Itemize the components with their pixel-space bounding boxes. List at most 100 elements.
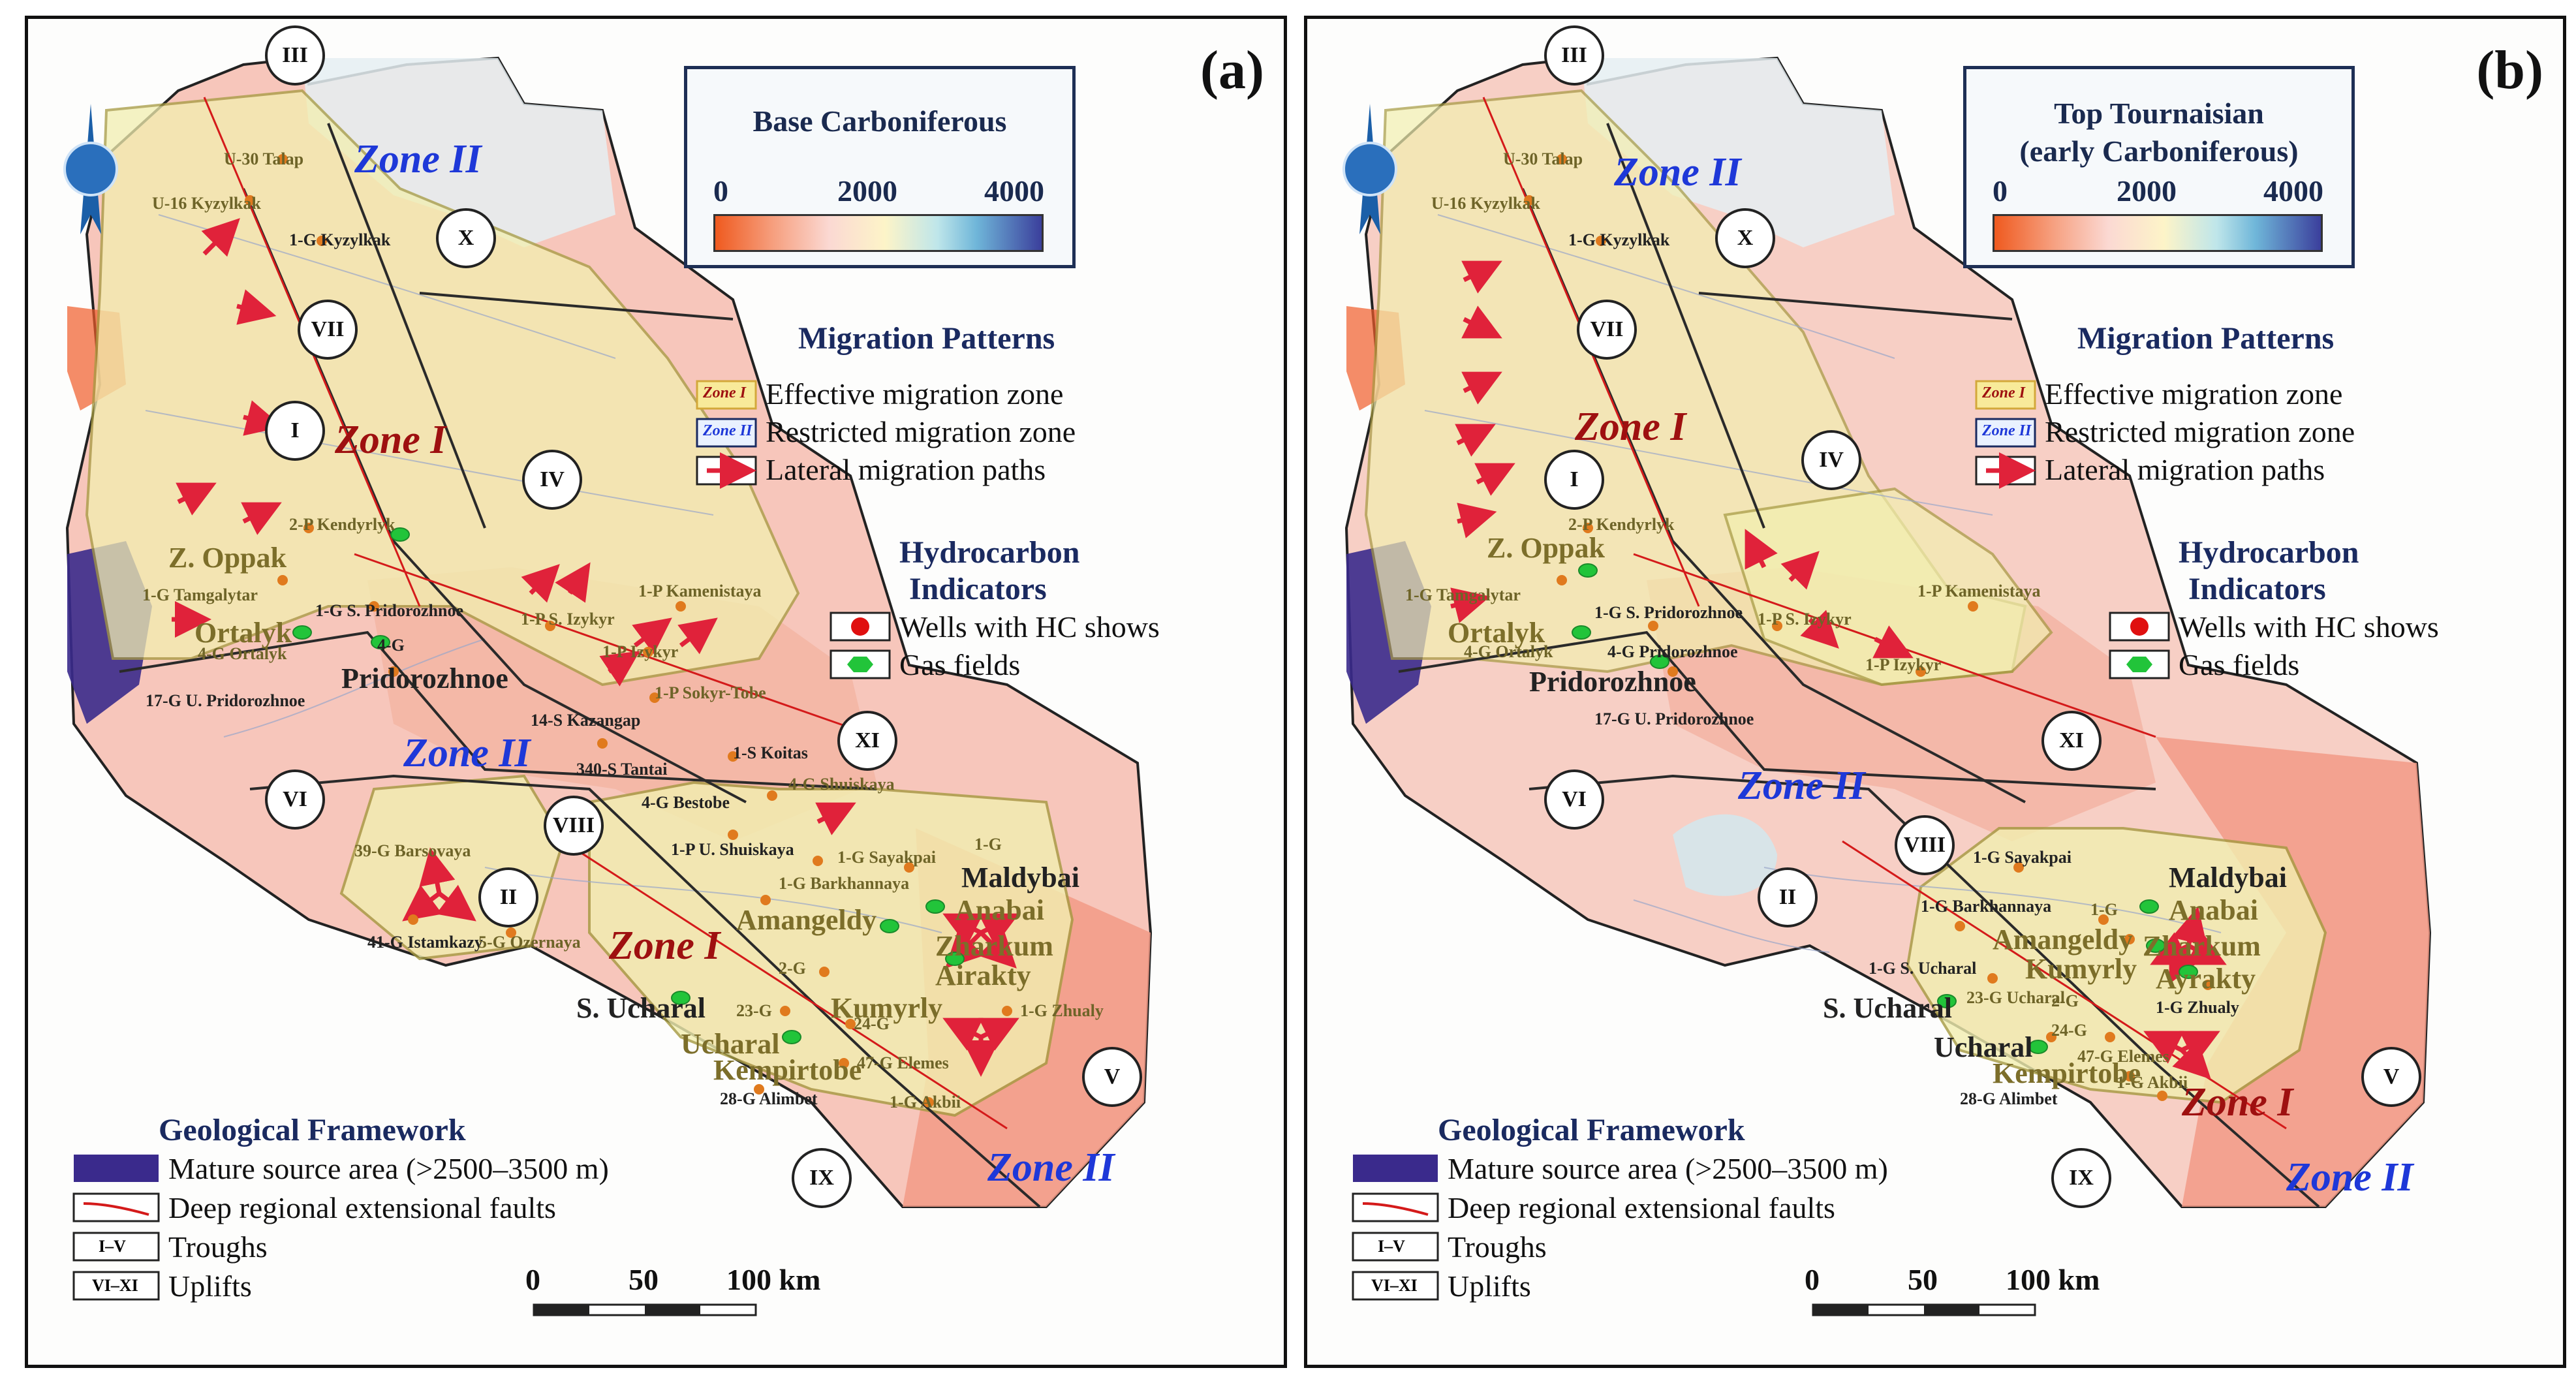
- field-label: Zharkum: [935, 930, 1053, 962]
- colorbar-tick: 0: [1993, 174, 2008, 208]
- legend-hc-title-2: Indicators: [2188, 572, 2326, 606]
- well-label: 1-G S. Ucharal: [1869, 959, 1977, 978]
- scale-tick: 100 km: [2006, 1263, 2100, 1296]
- legend-troughs-swatch: I–V: [99, 1237, 126, 1256]
- well-label: 1-P S. Izykyr: [521, 610, 615, 629]
- well-label: 2-G: [779, 959, 806, 978]
- colorbar-title-a: Base Carboniferous: [753, 104, 1007, 138]
- field-label: Maldybai: [2169, 862, 2287, 894]
- well-label: 1-G S. Pridorozhnoe: [1594, 603, 1743, 622]
- legend-wells-hc: Wells with HC shows: [2179, 610, 2439, 644]
- colorbar-tick: 2000: [2117, 174, 2177, 208]
- legend-restricted-swatch: Zone II: [1982, 422, 2032, 439]
- legend-migration-title: Migration Patterns: [798, 321, 1055, 356]
- well-label: 1-G Barkhannaya: [1921, 897, 2052, 916]
- field-label: Ortalyk: [194, 617, 292, 649]
- structure-marker: IV: [522, 450, 582, 510]
- well-label: 1-G Tamgalytar: [1405, 585, 1521, 604]
- zone-2-label: Zone II: [354, 137, 482, 181]
- field-label: Pridorozhnoe: [341, 662, 508, 694]
- structure-marker: II: [478, 867, 538, 927]
- well-label: 1-P Kamenistaya: [638, 582, 762, 600]
- well-label: 17-G U. Pridorozhnoe: [1594, 709, 1754, 728]
- legend-mature: Mature source area (>2500–3500 m): [168, 1152, 609, 1185]
- zone-1-label: Zone I: [609, 924, 721, 968]
- zone1-effective-south: [1906, 827, 2327, 1104]
- legend-troughs: Troughs: [1448, 1230, 1547, 1264]
- structure-marker: VIII: [1895, 815, 1955, 875]
- field-label: Kempirtobe: [1993, 1057, 2141, 1089]
- legend-uplifts: Uplifts: [1448, 1269, 1531, 1303]
- scale-tick: 0: [1805, 1263, 1820, 1296]
- legend-effective-swatch: Zone I: [703, 384, 746, 401]
- colorbar-a: Base Carboniferous 0 2000 4000: [684, 66, 1076, 268]
- field-label: Maldybai: [961, 862, 1079, 894]
- legend-uplifts-swatch: VI–XI: [1371, 1276, 1418, 1295]
- legend-effective: Effective migration zone: [2045, 377, 2343, 411]
- well-label: 2-G: [2051, 991, 2079, 1010]
- well-label: 1-P Izykyr: [1865, 655, 1942, 674]
- scale-tick: 100 km: [726, 1263, 821, 1296]
- scale-bar-a: [533, 1303, 757, 1316]
- panel-label-a: (a): [1200, 40, 1264, 101]
- structure-marker: X: [436, 208, 496, 268]
- well-label: 23-G Ucharal: [1966, 988, 2065, 1007]
- field-label: S. Ucharal: [1823, 992, 1952, 1024]
- legend-hc-title-1: Hydrocarbon: [899, 535, 1080, 570]
- structure-marker: III: [265, 25, 325, 85]
- zone-2-label: Zone II: [1738, 764, 1865, 808]
- structure-marker: V: [2361, 1047, 2421, 1107]
- structure-marker: VI: [265, 769, 325, 830]
- well-label: 1-P S. Izykyr: [1758, 610, 1852, 629]
- well-label: 1-G: [2090, 900, 2118, 919]
- field-label: S. Ucharal: [576, 992, 706, 1024]
- legend-faults: Deep regional extensional faults: [1448, 1191, 1835, 1224]
- well-label: U-30 Talap: [1503, 149, 1583, 168]
- well-label: U-16 Kyzylkak: [1431, 194, 1540, 213]
- field-label: Zharkum: [2143, 930, 2261, 962]
- map-panel-b: (b) Top Tournaisian (early Carboniferous…: [1304, 16, 2566, 1368]
- field-label: Z. Oppak: [1487, 532, 1605, 564]
- field-label: Anabai: [2169, 894, 2258, 926]
- structure-marker: XI: [2041, 711, 2102, 771]
- well-label: 1-G Tamgalytar: [142, 585, 258, 604]
- field-label: Ucharal: [681, 1028, 780, 1060]
- well-label: 41-G Istamkazy: [367, 933, 483, 952]
- legend-mature: Mature source area (>2500–3500 m): [1448, 1152, 1888, 1185]
- well-label: 39-G Barsovaya: [354, 841, 471, 860]
- colorbar-title-b-line2: (early Carboniferous): [2019, 134, 2299, 168]
- well-label: U-30 Talap: [224, 149, 304, 168]
- well-label: 24-G: [854, 1014, 890, 1033]
- well-label: 1-G S. Pridorozhnoe: [315, 601, 464, 620]
- structure-marker: VII: [298, 300, 358, 360]
- structure-marker: IX: [792, 1148, 852, 1208]
- well-label: 340-S Tantai: [576, 760, 668, 779]
- well-label: 1-G Zhualy: [2156, 998, 2239, 1017]
- well-label: 17-G U. Pridorozhnoe: [146, 691, 305, 710]
- well-label: 4-G: [377, 636, 405, 655]
- well-label: 4-G Shuiskaya: [788, 775, 895, 794]
- zone-1-label: Zone I: [335, 418, 446, 462]
- well-label: 1-G Kyzylkak: [289, 230, 391, 249]
- well-label: 4-G Bestobe: [642, 793, 730, 812]
- legend-gas-fields: Gas fields: [899, 648, 1021, 681]
- scale-tick: 50: [628, 1263, 659, 1296]
- legend-geo-title: Geological Framework: [159, 1113, 466, 1147]
- legend-restricted: Restricted migration zone: [2045, 415, 2355, 448]
- colorbar-gradient-b: [1993, 214, 2323, 252]
- legend-hc-title-1: Hydrocarbon: [2179, 535, 2359, 570]
- legend-restricted-swatch: Zone II: [703, 422, 753, 439]
- well-label: 4-G Ortalyk: [198, 644, 287, 663]
- scale-tick: 50: [1908, 1263, 1938, 1296]
- structure-marker: XI: [837, 711, 897, 771]
- structure-marker: X: [1715, 208, 1775, 268]
- panel-label-b: (b): [2476, 40, 2543, 101]
- zone-2-label: Zone II: [1614, 150, 1741, 194]
- well-label: 1-P Kamenistaya: [1917, 582, 2041, 600]
- structure-marker: II: [1758, 867, 1818, 927]
- legend-faults: Deep regional extensional faults: [168, 1191, 556, 1224]
- field-label: Amangeldy: [1993, 924, 2134, 956]
- well-label: 5-G Ozernaya: [478, 933, 581, 952]
- structure-marker: VII: [1577, 300, 1637, 360]
- field-label: Ayrakty: [2156, 963, 2256, 995]
